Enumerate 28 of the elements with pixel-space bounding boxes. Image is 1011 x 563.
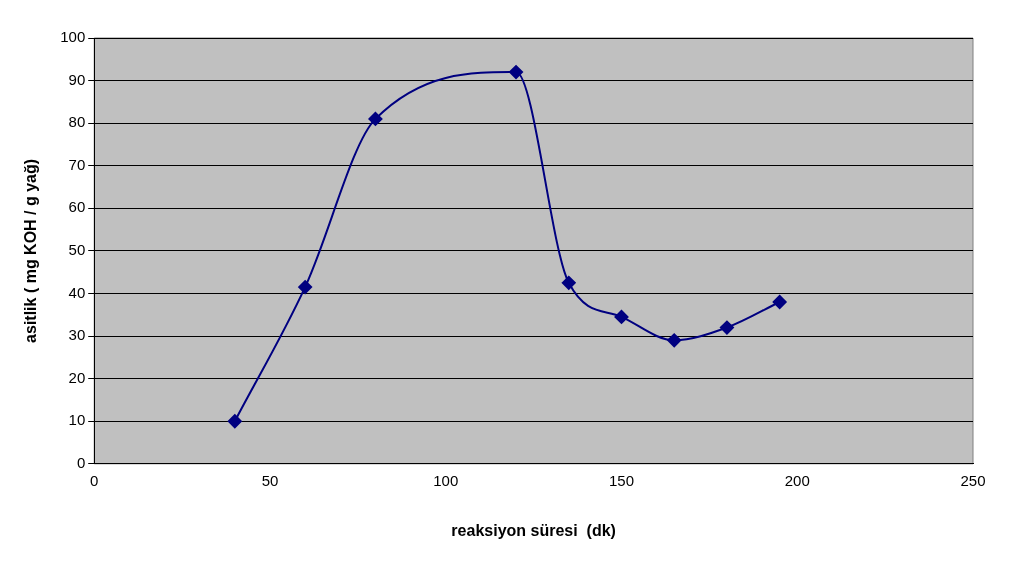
x-tick-label: 200 <box>784 471 810 489</box>
y-tick-label: 0 <box>76 453 86 471</box>
y-tick-label: 70 <box>68 155 86 173</box>
y-tick-label: 50 <box>68 241 86 259</box>
point <box>298 280 313 295</box>
point <box>227 414 242 429</box>
x-tick-label: 50 <box>261 471 279 489</box>
x-tick-label: 0 <box>90 471 99 489</box>
y-tick-label: 90 <box>68 70 86 88</box>
point <box>614 309 629 324</box>
x-tick-label: 250 <box>960 471 986 489</box>
y-tick-label: 10 <box>68 411 86 429</box>
point <box>772 295 787 309</box>
y-tick-label: 40 <box>68 283 86 301</box>
point <box>509 65 524 80</box>
y-tick-label: 80 <box>68 113 86 131</box>
x-tick-label: 100 <box>433 471 459 489</box>
y-tick-label: 60 <box>68 198 86 216</box>
y-tick-label: 100 <box>60 28 86 46</box>
x-tick-label: 150 <box>608 471 635 489</box>
y-tick-label: 30 <box>68 326 86 344</box>
point <box>368 111 383 126</box>
point <box>719 320 734 335</box>
y-tick-label: 20 <box>68 368 86 386</box>
point <box>667 333 682 348</box>
x-axis-title: reaksiyon süresi (dk) <box>451 521 616 539</box>
point <box>561 275 576 290</box>
y-axis-title: asitlik ( mg KOH / g yağ) <box>22 158 40 343</box>
